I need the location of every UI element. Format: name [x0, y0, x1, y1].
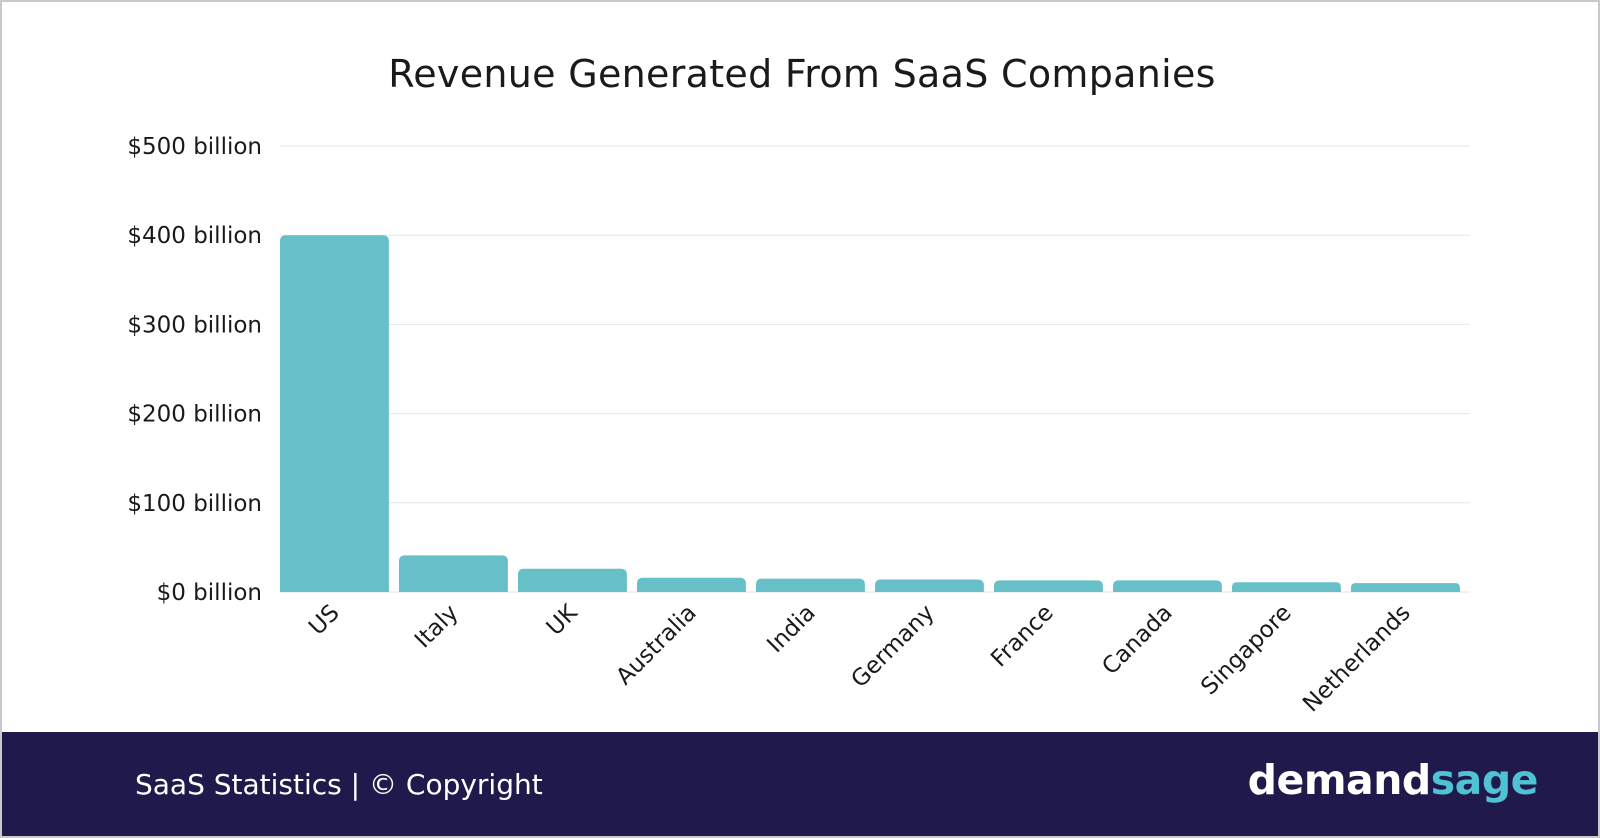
bar-netherlands: [1351, 583, 1460, 592]
x-axis-labels: US Italy UK Australia India Germany France Cana…: [304, 599, 1416, 717]
bars: [280, 235, 1460, 592]
x-tick-label: Singapore: [1196, 600, 1296, 700]
footer-bar: SaaS Statistics | © Copyright demandsage: [2, 732, 1598, 836]
bar-singapore: [1232, 582, 1341, 592]
y-tick-label: $0 billion: [157, 580, 262, 606]
x-tick-label: Netherlands: [1298, 600, 1416, 718]
x-tick-label: US: [304, 600, 345, 641]
chart-title: Revenue Generated From SaaS Companies: [388, 52, 1216, 96]
x-tick-label: Australia: [611, 600, 701, 690]
y-tick-label: $400 billion: [127, 223, 262, 249]
grid-lines: [280, 145, 1470, 593]
bar-italy: [399, 555, 508, 592]
x-tick-label: France: [986, 600, 1058, 672]
bar-chart: $0 billion $100 billion $200 billion $300 b…: [127, 134, 1470, 717]
x-tick-label: UK: [542, 599, 584, 641]
logo-sage: sage: [1430, 756, 1539, 804]
x-tick-label: Canada: [1097, 600, 1177, 680]
y-axis-ticks: $0 billion $100 billion $200 billion $300 b…: [127, 134, 262, 606]
y-tick-label: $200 billion: [127, 402, 262, 428]
y-tick-label: $500 billion: [127, 134, 262, 160]
bar-canada: [1113, 580, 1222, 592]
y-tick-label: $100 billion: [127, 491, 262, 517]
x-tick-label: Germany: [847, 600, 940, 693]
bar-france: [994, 580, 1103, 592]
demandsage-logo: demandsage: [1247, 756, 1539, 804]
logo-demand: demand: [1247, 756, 1432, 804]
x-tick-label: Italy: [410, 600, 464, 654]
bar-india: [756, 578, 865, 592]
bar-australia: [637, 577, 746, 592]
bar-germany: [875, 579, 984, 592]
footer-copyright: SaaS Statistics | © Copyright: [135, 768, 543, 801]
bar-us: [280, 235, 389, 592]
x-tick-label: India: [762, 600, 820, 658]
y-tick-label: $300 billion: [127, 312, 262, 338]
bar-uk: [518, 568, 627, 592]
